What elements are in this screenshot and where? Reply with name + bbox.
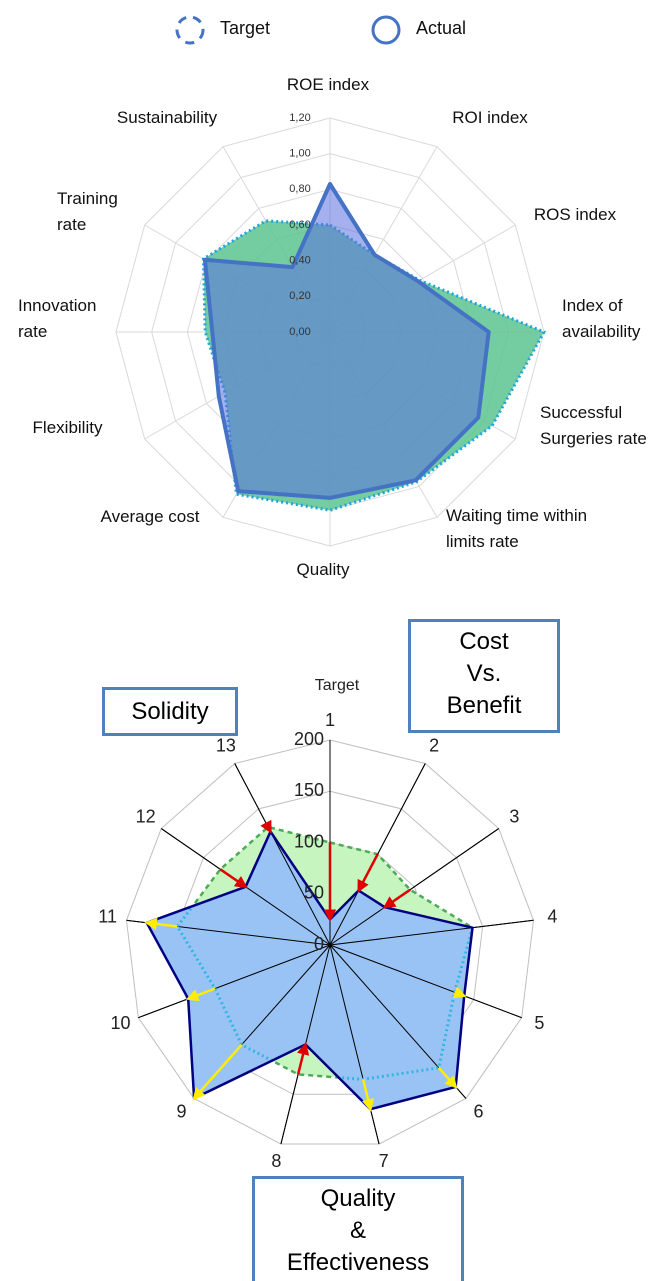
axis-label: Waiting time within limits rate (446, 506, 588, 551)
tick-label: 0,60 (289, 219, 310, 231)
tick-label: 0,40 (289, 255, 310, 267)
gap-arrow (144, 917, 178, 931)
gap-arrow (452, 986, 467, 999)
spoke (329, 919, 534, 946)
annotation-box: Solidity (102, 687, 238, 736)
axis-label: ROS index (533, 205, 617, 224)
tick-label: 0 (314, 934, 324, 954)
tick-label: 0,20 (289, 290, 310, 302)
axis-label: Innovation rate (18, 296, 97, 341)
gap-arrow (296, 1042, 310, 1075)
axis-label: 6 (474, 1101, 484, 1121)
tick-label: 150 (294, 780, 324, 800)
axis-label: 2 (429, 735, 439, 755)
actual-outline (145, 830, 474, 1111)
actual-area (146, 831, 473, 1110)
gap-arrow (185, 987, 216, 1002)
actual-area (202, 182, 491, 500)
spoke (329, 763, 426, 946)
gap-arrow (361, 1079, 375, 1112)
axis-label: 7 (379, 1151, 389, 1171)
tick-label: 1,20 (289, 112, 310, 124)
legend-label: Target (220, 18, 271, 38)
axis-label: 4 (547, 907, 557, 927)
axis-label: 1 (325, 710, 335, 730)
tick-label: 100 (294, 831, 324, 851)
legend-label: Actual (416, 18, 467, 38)
tick-label: 0,80 (289, 183, 310, 195)
gap-arrow (357, 853, 379, 893)
axis-label: 10 (111, 1013, 131, 1033)
axis-label: Successful Surgeries rate (540, 403, 647, 448)
annotation-box: Quality & Effectiveness (252, 1176, 464, 1281)
spoke (234, 763, 331, 946)
gap-arrow (260, 819, 272, 834)
axis-label: 11 (98, 907, 117, 927)
axis-label: Sustainability (116, 108, 218, 127)
tick-label: 50 (304, 883, 324, 903)
axis-label: Training rate (57, 189, 118, 234)
axis-label: 5 (534, 1013, 544, 1033)
grid-ring (125, 739, 535, 1145)
axis-label: ROE index (286, 75, 370, 94)
axis-label: 12 (136, 807, 156, 827)
axis-label: 8 (271, 1151, 281, 1171)
gap-arrow (192, 1043, 243, 1101)
axis-label: Quality (296, 560, 350, 579)
radar-chart: 0,00 0,20 0,40 0,60 0,80 1,00 1,20 (115, 15, 547, 547)
grid-ring (176, 790, 484, 1095)
spoke (329, 944, 522, 1019)
gap-arrow (437, 1066, 458, 1089)
axis-label: 9 (176, 1101, 186, 1121)
tick-label: 200 (294, 729, 324, 749)
annotation-box: Cost Vs. Benefit (408, 619, 560, 733)
axis-label: Flexibility (32, 418, 103, 437)
legend-swatch (371, 15, 401, 45)
gap-arrow (219, 868, 248, 889)
axis-label: Average cost (100, 507, 200, 526)
spoke (329, 828, 499, 946)
gap-arrow (382, 888, 411, 909)
axis-label: 13 (216, 735, 236, 755)
axis-title: Target (315, 677, 360, 694)
tick-label: 1,00 (289, 148, 310, 160)
axis-label: ROI index (452, 108, 528, 127)
legend-swatch (175, 15, 205, 45)
tick-label: 0,00 (289, 326, 310, 338)
axis-label: Index of availability (562, 296, 641, 341)
spoke (138, 944, 331, 1019)
axis-label: 3 (509, 807, 519, 827)
